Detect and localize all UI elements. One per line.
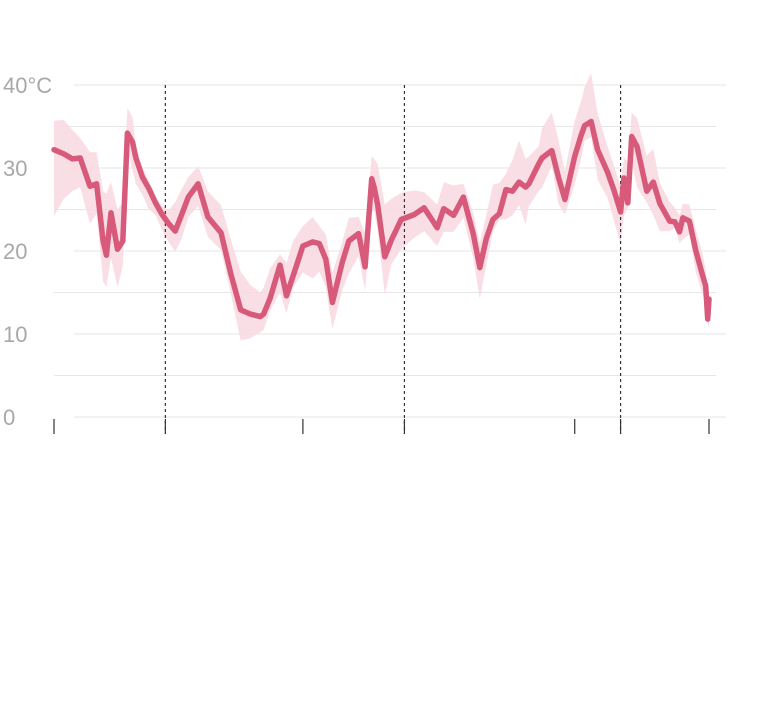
- y-tick-label-40: 40°C: [3, 73, 52, 98]
- vertical-marker-layer: [164, 85, 622, 434]
- series-0-range-band: [54, 73, 709, 341]
- x-ticks: [53, 419, 710, 434]
- y-tick-label-0: 0: [3, 405, 15, 430]
- y-tick-labels: 40°C 30 20 10 0: [3, 73, 52, 430]
- series-0-line: [51, 118, 712, 322]
- gridlines: [54, 84, 726, 418]
- y-tick-label-30: 30: [3, 156, 27, 181]
- y-tick-label-10: 10: [3, 322, 27, 347]
- y-tick-label-20: 20: [3, 239, 27, 264]
- range-band-layer: [54, 73, 709, 341]
- series-line-layer: [51, 118, 712, 322]
